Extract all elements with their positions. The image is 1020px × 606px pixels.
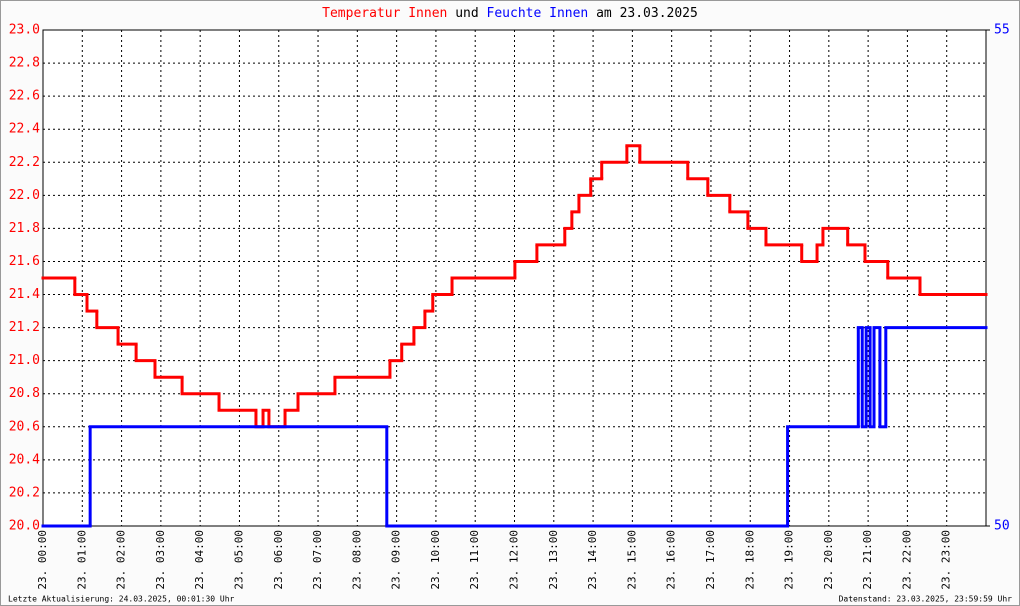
x-tick-label: 23. 14:00	[586, 530, 599, 590]
y-tick-label: 22.0	[9, 188, 40, 203]
y-tick-label: 21.8	[9, 221, 40, 236]
title-series-1: Temperatur Innen	[322, 6, 447, 21]
y-tick-label: 22.6	[9, 89, 40, 104]
y-tick-label: 21.0	[9, 353, 40, 368]
y-tick-label: 20.2	[9, 485, 40, 500]
x-tick-label: 23. 22:00	[900, 530, 913, 590]
x-tick-label: 23. 21:00	[861, 530, 874, 590]
x-tick-label: 23. 13:00	[547, 530, 560, 590]
x-tick-label: 23. 18:00	[743, 530, 756, 590]
x-tick-label: 23. 17:00	[704, 530, 717, 590]
y-tick-label: 20.6	[9, 419, 40, 434]
chart-title: Temperatur Innen und Feuchte Innen am 23…	[322, 6, 698, 21]
footer-right: Datenstand: 23.03.2025, 23:59:59 Uhr	[839, 595, 1013, 604]
x-tick-label: 23. 20:00	[822, 530, 835, 590]
x-tick-label: 23. 15:00	[625, 530, 638, 590]
x-tick-label: 23. 08:00	[350, 530, 363, 590]
x-tick-label: 23. 10:00	[429, 530, 442, 590]
x-tick-label: 23. 19:00	[783, 530, 796, 590]
x-tick-label: 23. 02:00	[115, 530, 128, 590]
x-tick-label: 23. 01:00	[75, 530, 88, 590]
y-tick-label: 22.8	[9, 56, 40, 71]
y-tick-label: 22.4	[9, 122, 40, 137]
title-suffix: am 23.03.2025	[596, 6, 698, 21]
x-tick-label: 23. 05:00	[232, 530, 245, 590]
x-tick-label: 23. 09:00	[390, 530, 403, 590]
x-tick-label: 23. 07:00	[311, 530, 324, 590]
title-connector: und	[455, 6, 478, 21]
title-series-2: Feuchte Innen	[487, 6, 589, 21]
x-tick-label: 23. 12:00	[508, 530, 521, 590]
x-tick-label: 23. 16:00	[665, 530, 678, 590]
y-tick-label: 21.6	[9, 254, 40, 269]
x-tick-label: 23. 04:00	[193, 530, 206, 590]
y-tick-label: 20.0	[9, 519, 40, 534]
x-tick-label: 23. 00:00	[36, 530, 49, 590]
y-tick-label: 21.4	[9, 287, 40, 302]
y-tick-label: 23.0	[9, 23, 40, 38]
x-tick-label: 23. 11:00	[468, 530, 481, 590]
y-tick-label: 22.2	[9, 155, 40, 170]
x-tick-label: 23. 23:00	[940, 530, 953, 590]
x-tick-label: 23. 06:00	[272, 530, 285, 590]
x-tick-label: 23. 03:00	[154, 530, 167, 590]
y-tick-label: 20.4	[9, 452, 40, 467]
y2-tick-label: 55	[994, 23, 1010, 38]
y-tick-label: 20.8	[9, 386, 40, 401]
y2-tick-label: 50	[994, 519, 1010, 534]
footer-left: Letzte Aktualisierung: 24.03.2025, 00:01…	[8, 595, 235, 604]
y-tick-label: 21.2	[9, 320, 40, 335]
